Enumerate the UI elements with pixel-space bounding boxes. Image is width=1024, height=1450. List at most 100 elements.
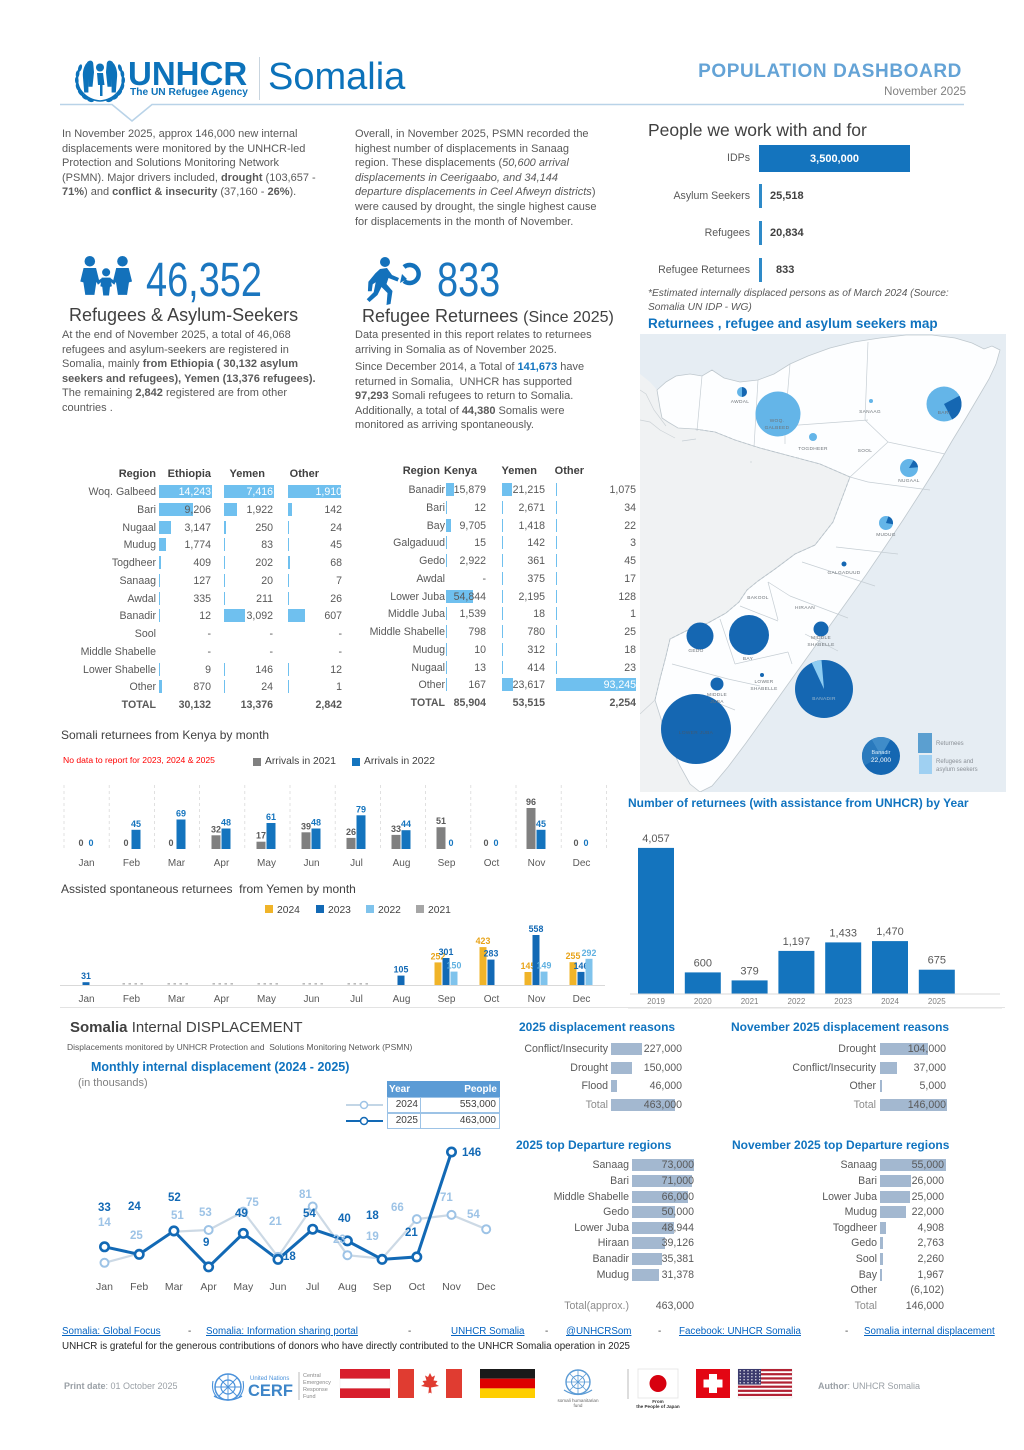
svg-text:BANADIR: BANADIR [812, 696, 836, 702]
svg-text:0: 0 [493, 838, 498, 848]
svg-text:Refugees and: Refugees and [936, 759, 973, 765]
svg-text:Returnees: Returnees [936, 741, 964, 747]
svg-text:1,470: 1,470 [876, 926, 904, 938]
svg-text:Aug: Aug [393, 994, 411, 1005]
svg-text:SHABELLE: SHABELLE [750, 686, 777, 692]
svg-text:26: 26 [346, 827, 356, 837]
svg-text:0: 0 [78, 838, 83, 848]
svg-text:Fund: Fund [303, 1394, 316, 1400]
svg-text:25: 25 [130, 1230, 143, 1242]
svg-text:HIRAAN: HIRAAN [795, 605, 815, 611]
svg-text:0: 0 [448, 838, 453, 848]
svg-text:21: 21 [269, 1216, 282, 1228]
svg-text:Nov: Nov [528, 858, 546, 869]
svg-text:2021: 2021 [428, 905, 451, 916]
svg-text:292: 292 [582, 948, 597, 958]
svg-text:32: 32 [211, 824, 221, 834]
svg-text:2023: 2023 [328, 905, 351, 916]
svg-text:Apr: Apr [200, 1281, 217, 1293]
svg-text:LOWER: LOWER [754, 679, 773, 685]
svg-text:Sep: Sep [373, 1281, 392, 1293]
svg-text:9: 9 [203, 1237, 209, 1249]
svg-text:Emergency: Emergency [303, 1380, 331, 1386]
svg-text:24: 24 [128, 1201, 141, 1213]
svg-text:asylum seekers: asylum seekers [936, 767, 978, 773]
svg-text:75: 75 [246, 1197, 259, 1209]
svg-text:TOGDHEER: TOGDHEER [798, 446, 828, 452]
svg-text:149: 149 [537, 961, 552, 971]
svg-text:May: May [257, 994, 276, 1005]
svg-text:MIDDLE: MIDDLE [811, 635, 831, 641]
svg-text:Nov: Nov [528, 994, 546, 1005]
svg-text:105: 105 [394, 965, 409, 975]
svg-text:MIDDLE: MIDDLE [707, 692, 727, 698]
svg-text:40: 40 [338, 1213, 351, 1225]
svg-text:54: 54 [467, 1209, 480, 1221]
svg-text:Assisted spontaneous returnees: Assisted spontaneous returnees from Yeme… [61, 882, 356, 896]
svg-text:19: 19 [366, 1231, 379, 1243]
svg-text:May: May [233, 1281, 254, 1293]
svg-text:Jul: Jul [306, 1281, 319, 1293]
svg-text:Jan: Jan [96, 1281, 113, 1293]
svg-text:From: From [652, 1399, 663, 1404]
svg-text:146: 146 [462, 1147, 481, 1159]
svg-text:17: 17 [256, 831, 266, 841]
svg-text:14: 14 [98, 1217, 111, 1229]
svg-text:the People of Japan: the People of Japan [636, 1404, 680, 1409]
svg-text:33: 33 [391, 824, 401, 834]
svg-text:Mar: Mar [168, 858, 186, 869]
svg-text:Nov: Nov [442, 1281, 461, 1293]
svg-text:MUDUG: MUDUG [876, 532, 896, 538]
svg-text:fund: fund [574, 1403, 583, 1408]
svg-text:33: 33 [98, 1202, 111, 1214]
svg-text:Aug: Aug [338, 1281, 357, 1293]
svg-text:SANAAG: SANAAG [859, 409, 881, 415]
svg-text:0: 0 [88, 838, 93, 848]
svg-text:283: 283 [484, 949, 499, 959]
svg-text:48: 48 [221, 818, 231, 828]
svg-text:Jan: Jan [78, 994, 94, 1005]
svg-text:252: 252 [431, 951, 446, 961]
svg-text:0: 0 [573, 838, 578, 848]
svg-text:CERF: CERF [248, 1382, 293, 1400]
svg-text:Aug: Aug [393, 858, 411, 869]
svg-text:Jul: Jul [350, 994, 363, 1005]
svg-text:WOQ.: WOQ. [770, 418, 785, 424]
svg-text:69: 69 [176, 809, 186, 819]
svg-text:39: 39 [301, 821, 311, 831]
svg-text:Jul: Jul [350, 858, 363, 869]
svg-text:LOWER JUBA: LOWER JUBA [679, 730, 714, 736]
svg-text:52: 52 [168, 1192, 181, 1204]
svg-text:71: 71 [440, 1192, 453, 1204]
svg-text:0: 0 [483, 838, 488, 848]
svg-text:Dec: Dec [477, 1281, 496, 1293]
svg-text:2020: 2020 [694, 997, 712, 1006]
svg-text:Apr: Apr [214, 858, 230, 869]
svg-text:Response: Response [303, 1387, 328, 1393]
svg-text:45: 45 [536, 819, 546, 829]
svg-text:Sep: Sep [438, 994, 456, 1005]
svg-text:51: 51 [436, 816, 446, 826]
svg-text:Banadir: Banadir [872, 750, 891, 756]
svg-text:2024: 2024 [277, 905, 300, 916]
svg-text:675: 675 [928, 955, 946, 967]
svg-text:4,057: 4,057 [642, 833, 670, 845]
svg-text:48: 48 [311, 818, 321, 828]
svg-text:21: 21 [405, 1227, 418, 1239]
svg-text:Dec: Dec [573, 858, 591, 869]
svg-text:Oct: Oct [409, 1281, 425, 1293]
svg-text:Feb: Feb [123, 994, 141, 1005]
svg-text:Dec: Dec [573, 994, 591, 1005]
svg-text:379: 379 [740, 965, 758, 977]
svg-text:51: 51 [171, 1210, 184, 1222]
svg-text:423: 423 [476, 936, 491, 946]
svg-text:18: 18 [283, 1251, 296, 1263]
svg-text:Mar: Mar [165, 1281, 184, 1293]
svg-text:146: 146 [574, 961, 589, 971]
svg-text:0: 0 [123, 838, 128, 848]
svg-text:0: 0 [583, 838, 588, 848]
svg-text:Jun: Jun [303, 994, 319, 1005]
svg-text:BAKOOL: BAKOOL [747, 595, 769, 601]
svg-text:31: 31 [81, 971, 91, 981]
svg-text:145: 145 [521, 961, 536, 971]
